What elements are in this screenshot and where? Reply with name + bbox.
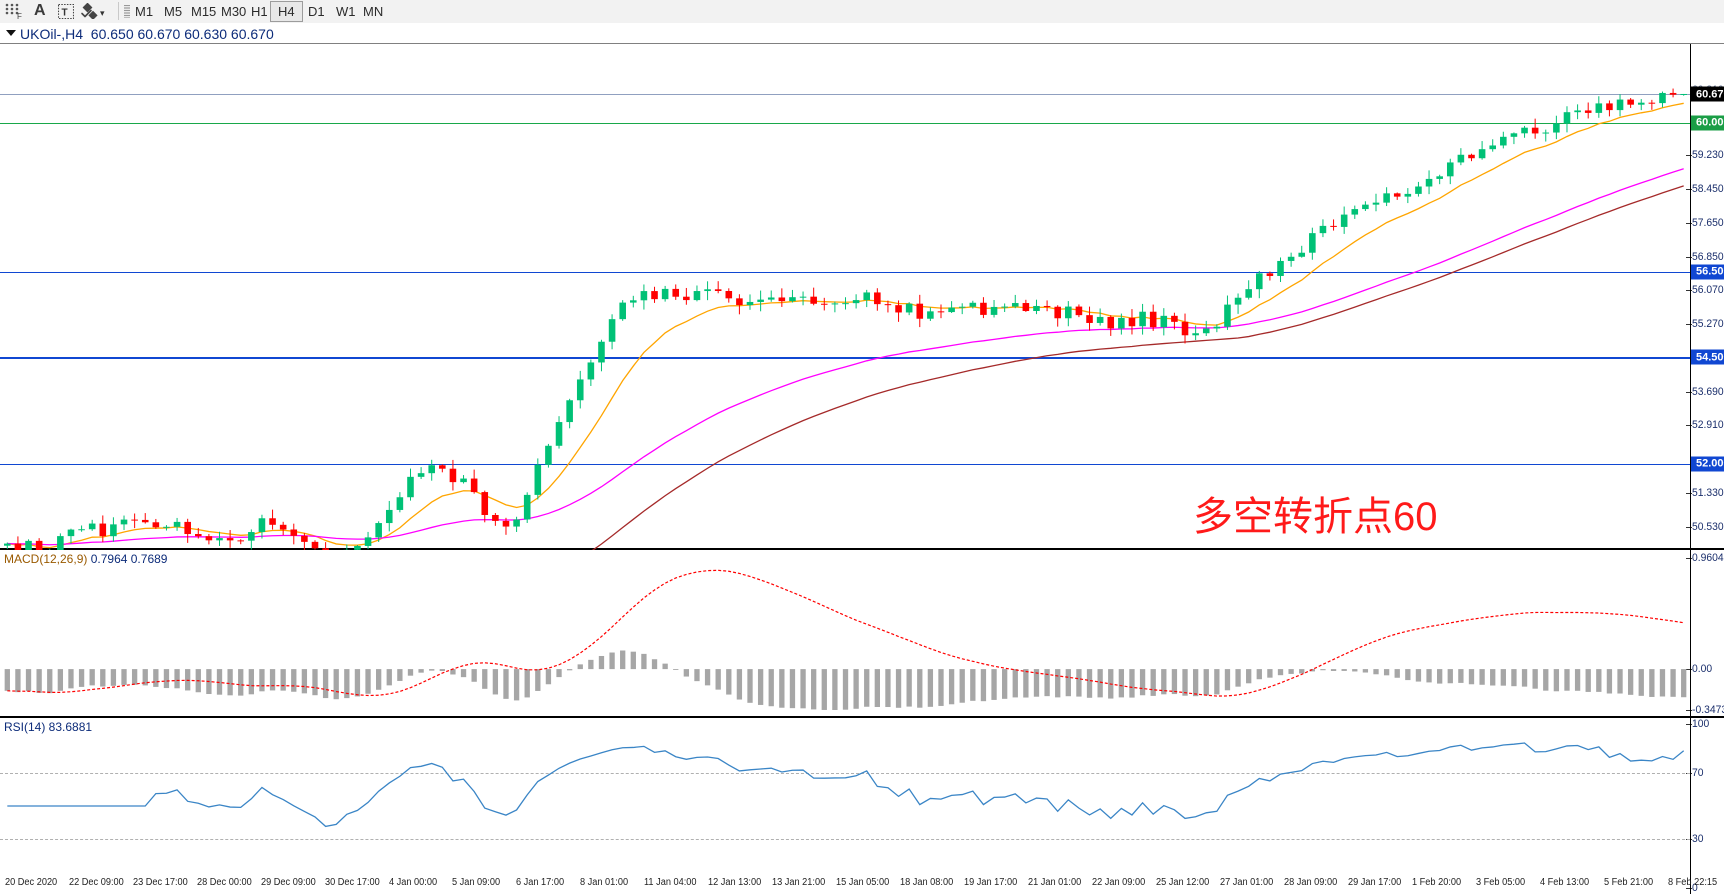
svg-text:F: F (17, 12, 22, 19)
svg-text:T: T (62, 8, 68, 19)
